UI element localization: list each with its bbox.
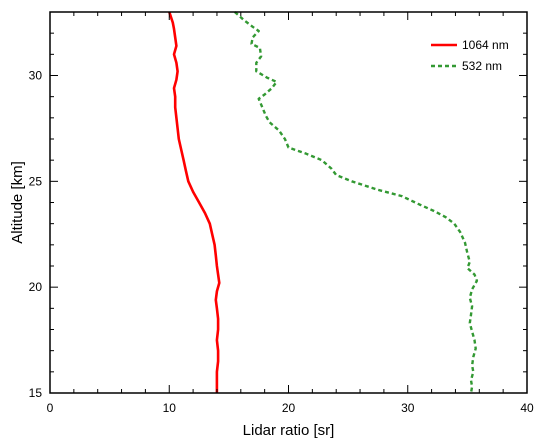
- plot-marks: [168, 11, 479, 394]
- series-line-1: [234, 11, 479, 394]
- y-tick-label: 20: [29, 280, 43, 294]
- x-tick-label: 40: [520, 401, 534, 415]
- x-tick-label: 0: [47, 401, 54, 415]
- legend-label: 1064 nm: [462, 38, 509, 52]
- legend: 1064 nm 532 nm: [431, 38, 509, 73]
- x-tick-label: 10: [163, 401, 177, 415]
- y-tick-label: 25: [29, 174, 43, 188]
- axis-ticks: 0 10 20 30 40 15 20 25 30: [29, 11, 534, 415]
- series-line-0: [168, 11, 221, 393]
- y-tick-label: 15: [29, 386, 43, 400]
- plot-frame: [49, 11, 528, 394]
- legend-label: 532 nm: [462, 59, 502, 73]
- y-tick-label: 30: [29, 69, 43, 83]
- x-tick-label: 30: [401, 401, 415, 415]
- y-axis-title: Altitude [km]: [9, 161, 26, 244]
- x-axis-title: Lidar ratio [sr]: [243, 422, 335, 439]
- x-tick-label: 20: [282, 401, 296, 415]
